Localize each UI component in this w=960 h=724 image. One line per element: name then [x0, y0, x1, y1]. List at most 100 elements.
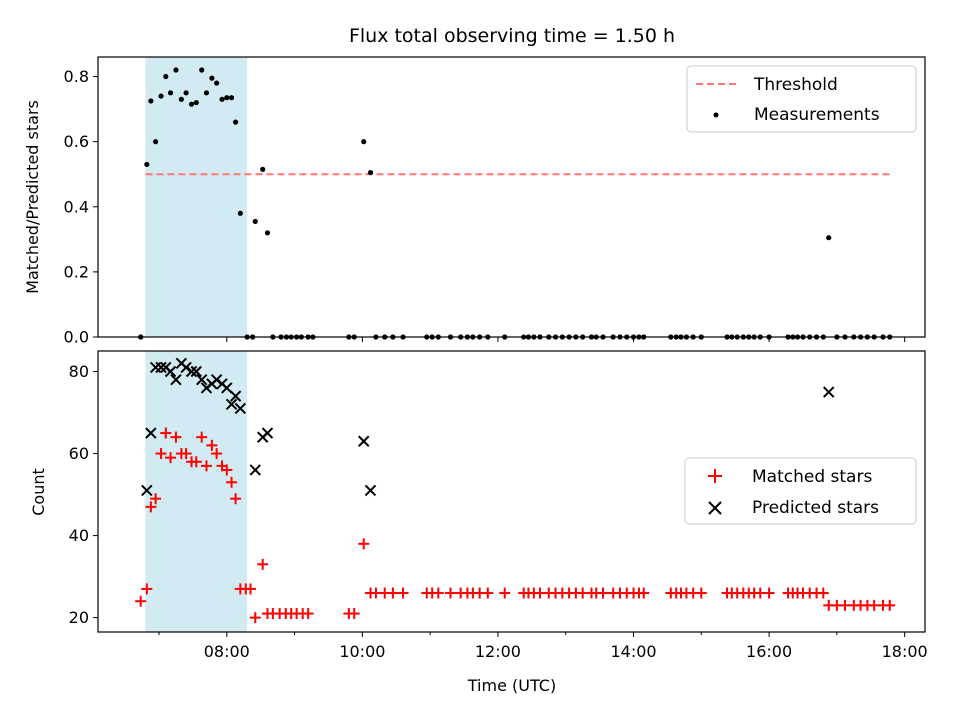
measurement-point — [148, 98, 154, 104]
measurement-point — [260, 166, 266, 172]
matched-star-point — [155, 448, 167, 460]
matched-star-point — [432, 587, 444, 599]
predicted-star-point — [221, 382, 233, 394]
measurement-point — [233, 119, 239, 125]
matched-star-point — [597, 587, 609, 599]
predicted-star-point — [190, 365, 202, 378]
top-panel: Flux total observing time = 1.50 h 0.00.… — [23, 25, 926, 347]
highlight-span-rect — [145, 351, 248, 632]
matched-star-point — [397, 587, 409, 599]
bottom-x-ticks: 08:00 10:00 12:00 14:00 16:00 18:00 — [158, 632, 928, 661]
predicted-star-point — [229, 390, 242, 402]
predicted-star-point — [249, 464, 261, 476]
measurement-point — [219, 96, 225, 102]
measurement-point — [209, 75, 215, 81]
predicted-star-point — [164, 365, 177, 378]
matched-star-point — [302, 608, 314, 620]
y-tick-label: 80 — [69, 362, 89, 381]
measurement-point — [203, 90, 210, 96]
predicted-star-point — [358, 435, 370, 447]
measurement-point — [153, 139, 159, 145]
predicted-star-point — [196, 374, 208, 386]
top-y-axis-label: Matched/Predicted stars — [23, 100, 42, 294]
measurement-point — [237, 210, 243, 216]
x-tick-label: 10:00 — [339, 642, 385, 661]
measurement-point — [188, 101, 195, 107]
matched-star-point — [230, 493, 242, 505]
matched-star-point — [206, 439, 218, 451]
matched-star-point — [695, 587, 707, 599]
y-tick-label: 60 — [69, 444, 89, 463]
matched-star-point — [257, 558, 269, 570]
matched-star-point — [387, 587, 399, 599]
measurement-point — [173, 67, 179, 73]
y-tick-label: 0.8 — [64, 67, 89, 86]
matched-star-point — [638, 587, 650, 599]
y-tick-label: 0.6 — [64, 132, 89, 151]
measurement-point — [163, 73, 169, 80]
predicted-star-point — [145, 427, 157, 439]
matched-star-point — [817, 587, 829, 599]
bottom-y-axis-label: Count — [29, 468, 48, 516]
measurements-legend-swatch — [713, 112, 719, 118]
matched-star-point — [884, 599, 896, 611]
x-tick-label: 12:00 — [475, 642, 521, 661]
measurement-point — [826, 235, 832, 241]
predicted-star-point — [364, 484, 377, 497]
matched-star-point — [145, 501, 157, 513]
y-tick-label: 20 — [69, 608, 89, 627]
x-tick-label: 16:00 — [746, 642, 792, 661]
matched-star-point — [245, 583, 257, 595]
matched-star-point — [200, 460, 212, 472]
predicted-legend-label: Predicted stars — [752, 498, 879, 518]
matched-star-point — [444, 587, 456, 599]
matched-star-point — [226, 476, 238, 488]
matched-legend-swatch — [708, 469, 722, 483]
highlight-span-bottom — [145, 351, 248, 632]
predicted-star-point — [185, 365, 198, 378]
matched-legend-label: Matched stars — [752, 467, 872, 487]
predicted-star-point — [823, 386, 835, 398]
matched-star-point — [499, 587, 511, 599]
matched-star-point — [249, 612, 261, 624]
measurement-point — [183, 90, 189, 96]
y-tick-label: 0.0 — [64, 328, 89, 347]
matched-star-point — [160, 427, 172, 439]
matched-star-point — [141, 583, 153, 595]
bottom-legend-box — [684, 457, 917, 525]
top-y-ticks: 0.0 0.2 0.4 0.6 0.8 — [64, 67, 98, 347]
measurement-point — [193, 99, 199, 106]
measurement-point — [228, 95, 235, 101]
x-tick-label: 08:00 — [204, 642, 250, 661]
matched-star-point — [482, 587, 494, 599]
x-axis-label: Time (UTC) — [467, 676, 556, 695]
measurements-legend-label: Measurements — [754, 105, 880, 125]
measurement-point — [199, 67, 205, 73]
top-plot-frame — [97, 56, 926, 338]
matched-star-point — [135, 595, 147, 607]
matched-stars-points — [135, 427, 896, 624]
matched-star-point — [170, 431, 182, 443]
bottom-y-ticks: 20 40 60 80 — [69, 362, 98, 627]
measurement-point — [158, 93, 164, 99]
y-tick-label: 0.4 — [64, 197, 89, 216]
measurement-point — [367, 169, 374, 176]
predicted-legend-swatch — [708, 501, 722, 515]
measurement-point — [167, 90, 174, 96]
measurement-point — [361, 139, 367, 145]
matched-star-point — [221, 464, 233, 476]
predicted-stars-points — [141, 357, 835, 497]
x-tick-label: 18:00 — [882, 642, 928, 661]
matched-star-point — [150, 493, 162, 505]
matched-star-point — [763, 587, 775, 599]
x-tick-label: 14:00 — [610, 642, 656, 661]
measurement-point — [264, 230, 271, 236]
matched-star-point — [358, 538, 370, 550]
predicted-star-point — [155, 361, 167, 374]
matched-star-point — [165, 452, 177, 464]
predicted-star-point — [141, 484, 153, 497]
measurement-point — [178, 96, 184, 102]
bottom-legend: Matched stars Predicted stars — [684, 457, 917, 525]
